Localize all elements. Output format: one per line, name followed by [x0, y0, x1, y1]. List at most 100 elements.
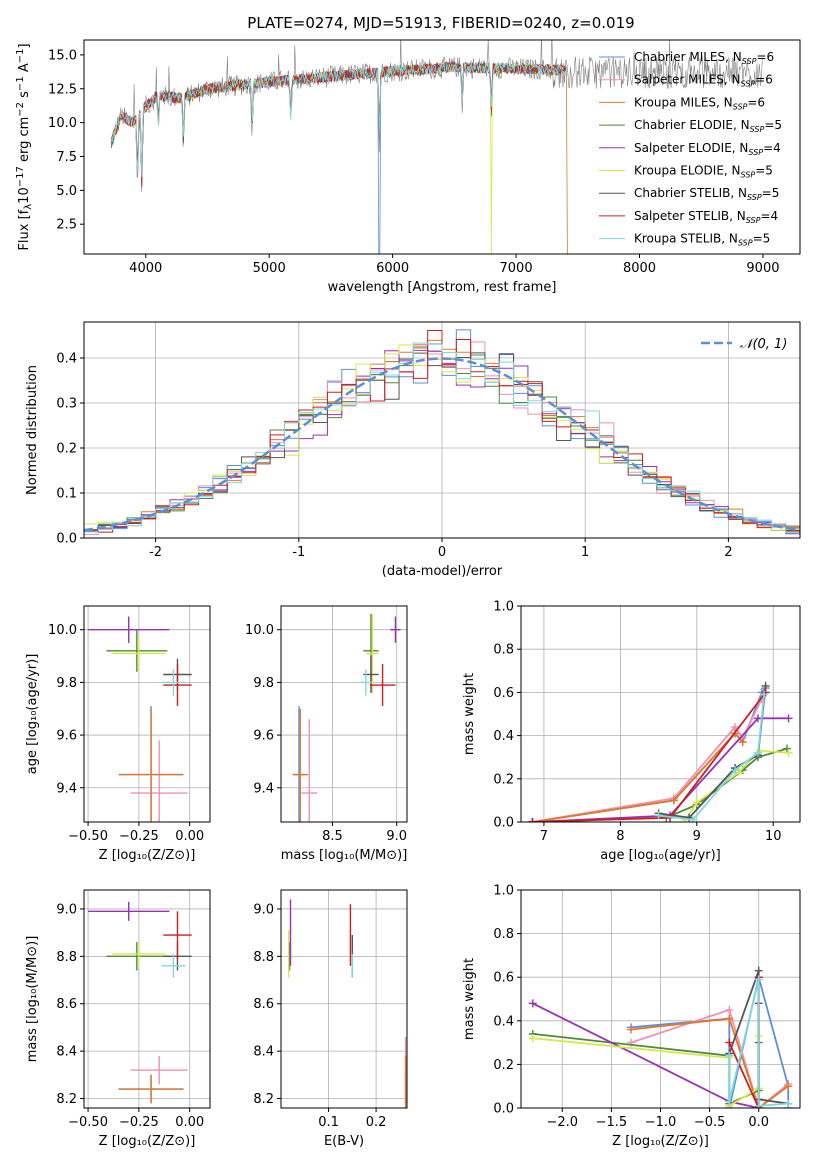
x-tick-label: 8: [616, 829, 624, 844]
x-tick-label: 9000: [746, 261, 779, 276]
x-tick-label: 0.0: [748, 1115, 769, 1130]
axes-residuals: -2 -1 0 1 2 0.0 0.1 0.2 0.3 0.4 (data-model)/error…: [25, 321, 801, 579]
weight-marker: [528, 999, 537, 1008]
weight-marker: [753, 714, 762, 723]
x-tick-label: 0: [438, 545, 446, 560]
axes-frame: [83, 39, 801, 255]
y-axis-label: Flux [fλ10−17 erg cm−2 s−1 A−1]: [15, 43, 34, 250]
x-tick-label: −2.0: [546, 1115, 578, 1130]
weight-marker: [692, 798, 701, 807]
weight-marker: [688, 815, 697, 822]
y-tick-label: 0.2: [56, 442, 77, 457]
legend-value: =4: [760, 209, 778, 223]
spectrum-model-line: [111, 61, 568, 254]
plot-area-weight-Z: [528, 966, 793, 1108]
y-label-part: −1: [15, 76, 26, 91]
y-tick-label: 7.5: [56, 150, 77, 165]
y-tick-label: 0.4: [493, 1014, 514, 1029]
legend-label: Kroupa MILES, NSSP=6: [634, 95, 765, 111]
weight-marker: [654, 811, 663, 820]
y-label-part: −17: [15, 166, 26, 187]
weight-line: [665, 747, 788, 819]
y-tick-label: 8.4: [253, 1045, 274, 1060]
x-tick-label: 6000: [376, 261, 409, 276]
y-tick-label: 0.0: [493, 1102, 514, 1117]
legend-sub: SSP: [733, 102, 748, 111]
y-label-part: 10: [17, 187, 32, 204]
y-label-part: A: [17, 63, 32, 76]
y-label-part: s: [17, 91, 32, 102]
legend-value: =5: [755, 164, 773, 178]
y-tick-label: 0.2: [493, 772, 514, 787]
y-label-part: λ: [23, 204, 34, 210]
weight-marker: [760, 690, 769, 699]
y-label-part: erg cm: [17, 117, 32, 166]
y-tick-label: 8.8: [253, 950, 274, 965]
spectrum-model-line: [110, 62, 568, 177]
x-axis-label: Z [log₁₀(Z/Z⊙)]: [99, 848, 196, 863]
x-tick-label: 0.1: [318, 1115, 339, 1130]
spectrum-model-line: [110, 62, 568, 187]
legend-label: Salpeter MILES, NSSP=6: [634, 73, 773, 89]
axes-weight-age: 7 8 9 10 0.0 0.2 0.4 0.6 0.8 1.0 age [log₁₀(age/yr…: [462, 600, 801, 863]
legend-value: =5: [764, 118, 782, 132]
legend-text: Kroupa MILES, N: [634, 95, 733, 109]
y-axis-label: age [log₁₀(age/yr)]: [25, 654, 40, 775]
x-tick-label: −0.5: [694, 1115, 726, 1130]
plot-area-weight-age: [528, 681, 793, 822]
weight-line: [532, 691, 767, 822]
legend-sub: SSP: [748, 148, 763, 157]
legend-value: =5: [753, 232, 771, 246]
y-tick-label: 9.0: [56, 902, 77, 917]
x-tick-label: −1.5: [596, 1115, 628, 1130]
legend-text: Salpeter STELIB, N: [634, 209, 746, 223]
x-tick-label: 8.5: [322, 829, 343, 844]
axes-weight-Z: −2.0 −1.5 −1.0 −0.5 0.0 0.0 0.2 0.4 0.6 0.8 1.0 Z […: [462, 884, 801, 1149]
weight-marker: [669, 796, 678, 805]
weight-marker: [725, 1005, 734, 1014]
y-tick-label: 8.6: [253, 997, 274, 1012]
legend-text: Kroupa ELODIE, N: [634, 164, 741, 178]
x-tick-label: 4000: [129, 261, 162, 276]
axes-age-mass: 8.5 9.0 9.4 9.6 9.8 10.0 mass [log₁₀(M/M⊙)]: [245, 605, 408, 863]
y-tick-label: 0.6: [493, 686, 514, 701]
weight-marker: [725, 1038, 734, 1047]
legend-sub: SSP: [747, 193, 762, 202]
y-tick-label: 8.2: [56, 1092, 77, 1107]
y-tick-label: 10.0: [48, 623, 77, 638]
axes-age-Z: −0.50 −0.25 0.00 9.4 9.6 9.8 10.0 Z [log₁₀(Z/Z⊙…: [25, 605, 211, 863]
x-axis-label: age [log₁₀(age/yr)]: [600, 848, 721, 863]
y-tick-label: 0.6: [493, 971, 514, 986]
axes-frame: [83, 605, 211, 823]
y-tick-label: 0.3: [56, 397, 77, 412]
legend-label: Chabrier STELIB, NSSP=5: [634, 186, 779, 202]
weight-marker: [528, 818, 537, 822]
legend-text: Salpeter MILES, N: [634, 73, 741, 87]
legend: 𝒩(0, 1): [701, 337, 787, 352]
y-tick-label: 5.0: [56, 184, 77, 199]
x-tick-label: 1: [581, 545, 589, 560]
plot-layer: 4000 5000 6000 7000 8000 90002.55.07.510.012.…: [15, 39, 801, 1149]
weight-marker: [784, 714, 793, 723]
y-tick-label: 0.1: [56, 487, 77, 502]
x-tick-label: 8000: [623, 261, 656, 276]
legend-label: Kroupa STELIB, NSSP=5: [634, 232, 770, 248]
legend-sub: SSP: [742, 57, 757, 66]
y-tick-label: 9.6: [56, 729, 77, 744]
y-axis-label: mass weight: [462, 958, 477, 1040]
y-tick-label: 9.0: [253, 902, 274, 917]
legend-text: Chabrier STELIB, N: [634, 186, 747, 200]
x-axis-label: Z [log₁₀(Z/Z⊙)]: [99, 1134, 196, 1149]
weight-line: [532, 717, 789, 822]
weight-marker: [738, 738, 747, 747]
weight-line: [532, 1033, 760, 1105]
legend-label: Kroupa ELODIE, NSSP=5: [634, 164, 773, 180]
y-tick-label: 2.5: [56, 218, 77, 233]
legend-text: Chabrier MILES, N: [634, 50, 742, 64]
y-tick-label: 8.8: [56, 950, 77, 965]
spectrum-model-line: [110, 61, 568, 254]
weight-marker: [753, 748, 762, 757]
legend-value: =6: [747, 95, 765, 109]
y-tick-label: 9.8: [253, 676, 274, 691]
x-tick-label: -1: [292, 545, 305, 560]
